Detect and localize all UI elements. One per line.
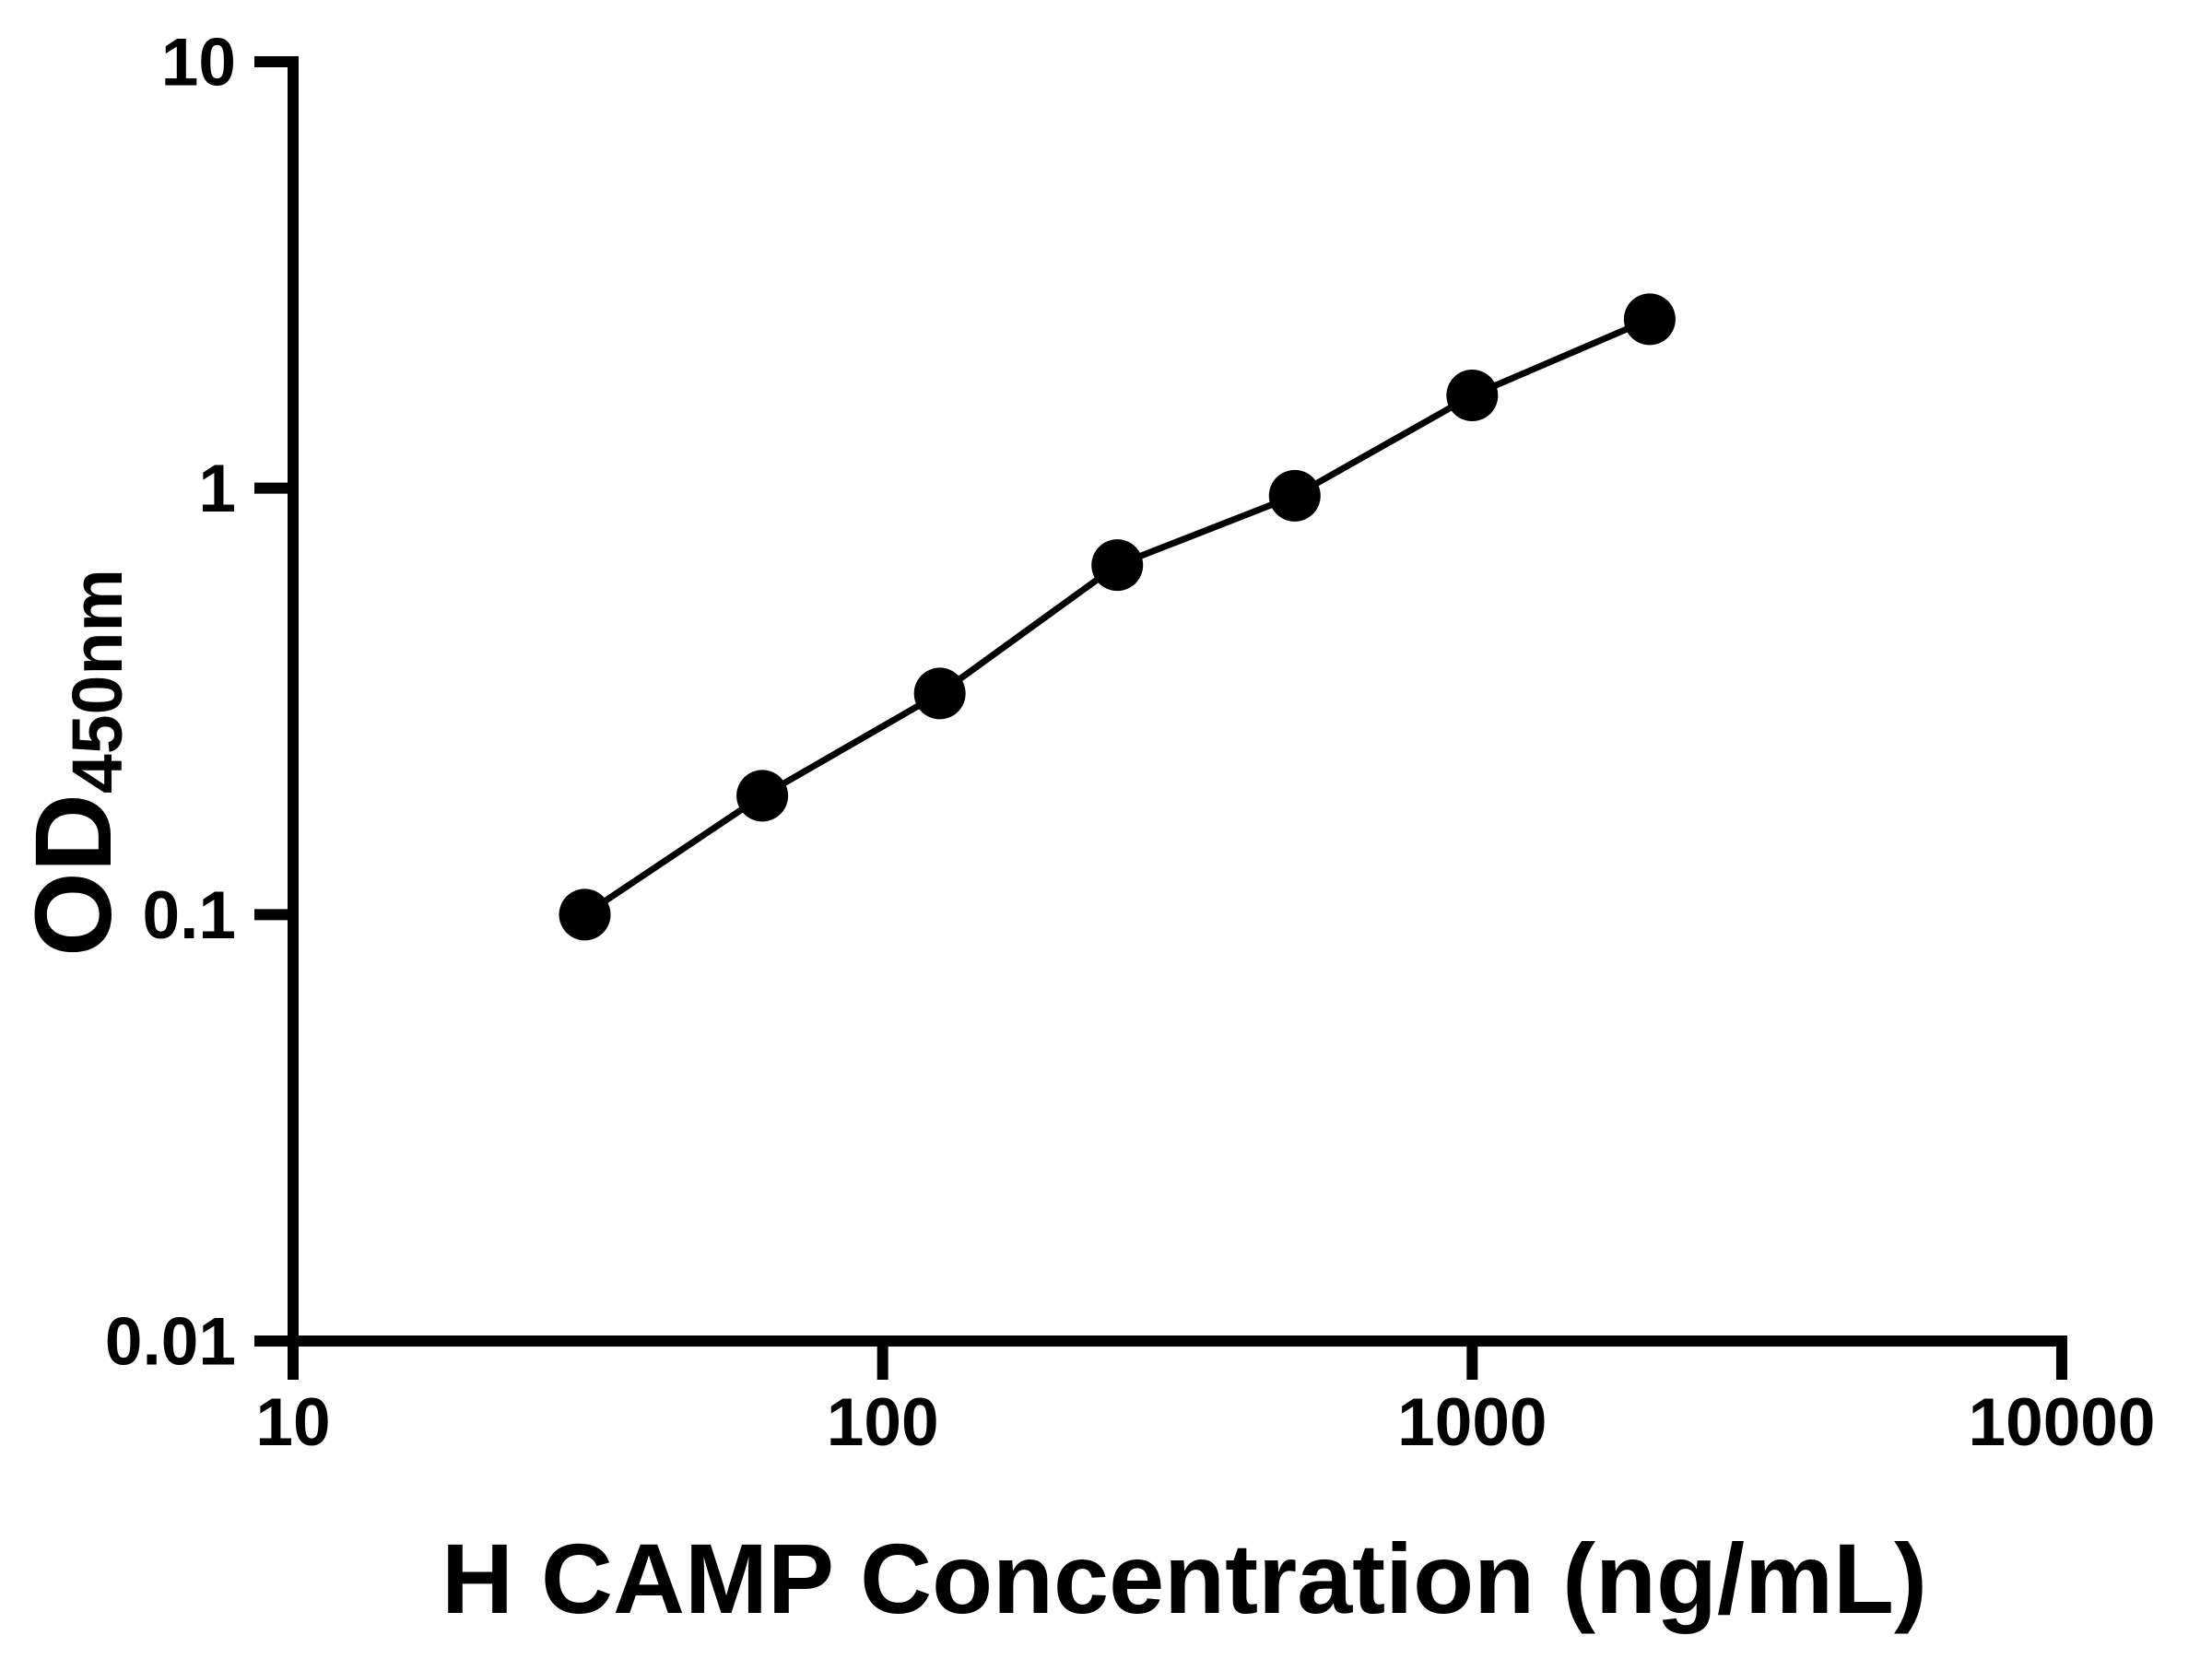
data-point [1446, 370, 1499, 422]
y-tick-label: 0.01 [105, 1305, 236, 1380]
y-tick-label: 0.1 [143, 878, 236, 953]
y-tick-label: 10 [161, 26, 236, 100]
y-axis-title: OD450nm [13, 569, 137, 957]
data-point [736, 770, 789, 822]
data-point [559, 888, 611, 941]
x-axis-title: H CAMP Concentration (ng/mL) [441, 1523, 1927, 1634]
data-point [1623, 293, 1676, 346]
x-tick-label: 10 [255, 1385, 330, 1460]
x-tick-label: 1000 [1397, 1385, 1547, 1460]
data-point [1268, 469, 1321, 522]
y-axis-title-main: OD [13, 794, 135, 957]
data-point [913, 667, 966, 720]
y-tick-label: 1 [198, 452, 236, 526]
y-axis-title-sub: 450nm [58, 569, 137, 794]
data-series-layer [559, 293, 1676, 941]
x-tick-label: 10000 [1969, 1385, 2156, 1460]
data-point [1091, 539, 1144, 592]
x-tick-label: 100 [827, 1385, 939, 1460]
axes-layer: 10 1 0.1 0.01 10 100 1000 10000 [105, 26, 2156, 1460]
